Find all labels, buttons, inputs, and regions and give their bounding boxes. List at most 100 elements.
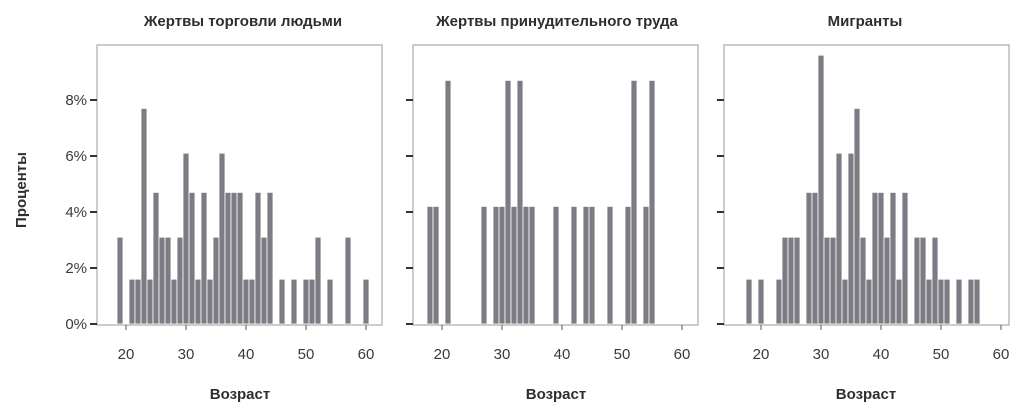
histogram-bar [648,80,656,325]
x-tick-group: 20 30 40 50 60 [434,325,690,363]
histogram-bar [528,205,536,325]
histogram-bar [152,191,160,325]
histogram-bar [230,191,238,325]
histogram-bar [931,236,939,325]
x-tick-group: 20 30 40 50 60 [118,325,375,363]
histogram-bar [624,205,632,325]
histogram-bar [871,191,879,325]
histogram-bar [775,278,783,325]
histogram-bar [426,205,434,325]
plot-frame [412,44,699,326]
x-tick-label: 20 [753,346,770,363]
x-tick-label: 30 [813,346,830,363]
histogram-bar [308,278,316,325]
histogram-bar [344,236,352,325]
histogram-bar [224,191,232,325]
histogram-bar [630,80,638,325]
histogram-bar [236,191,244,325]
x-tick-label: 60 [993,346,1010,363]
histogram-bar [847,152,855,325]
y-tick-label: 4% [65,204,87,221]
histogram-bar [164,236,172,325]
histogram-bar [642,205,650,325]
x-tick-label: 40 [554,346,571,363]
histogram-bar [552,205,560,325]
x-tick-label: 30 [178,346,195,363]
histogram-bar [973,278,981,325]
x-tick-label: 50 [614,346,631,363]
x-axis-title: Возраст [526,386,586,403]
histogram-bar [745,278,753,325]
panel-title: Жертвы торговли людьми [143,13,342,30]
histogram-bar [570,205,578,325]
histogram-bar [218,152,226,325]
panel-title: Мигранты [828,13,903,30]
histogram-bar [522,205,530,325]
histogram-bar [504,80,512,325]
histogram-bar [967,278,975,325]
histogram-bar [781,236,789,325]
histogram-bar [128,278,136,325]
panel-migrants: Мигранты 20 30 40 50 60 Возраст [717,13,1010,403]
histogram-bar [492,205,500,325]
histogram-bar [805,191,813,325]
y-tick-label: 6% [65,148,87,165]
histogram-bar [883,236,891,325]
x-tick-label: 60 [358,346,375,363]
panel-trafficking-victims: Жертвы торговли людьми 0% 2% 4% 6% 8% 20 30 40… [65,13,383,403]
x-tick-label: 20 [434,346,451,363]
x-axis-title: Возраст [836,386,896,403]
histogram-bar [116,236,124,325]
histogram-bar [480,205,488,325]
histogram-bar [290,278,298,325]
histogram-bar [516,80,524,325]
x-tick-label: 50 [298,346,315,363]
histogram-bar [134,278,142,325]
histogram-bar [895,278,903,325]
histogram-bar [176,236,184,325]
histogram-bar [889,191,897,325]
histogram-bar [955,278,963,325]
histogram-bar [588,205,596,325]
histogram-bar [146,278,154,325]
histogram-bar [212,236,220,325]
histogram-bar [194,278,202,325]
y-axis-title: Проценты [13,152,30,228]
histogram-bar [811,191,819,325]
histogram-bar [606,205,614,325]
bar-group [426,80,656,325]
histogram-bar [362,278,370,325]
histogram-bar [757,278,765,325]
x-tick-group: 20 30 40 50 60 [753,325,1010,363]
panel-title: Жертвы принудительного труда [435,13,678,30]
x-axis-title: Возраст [210,386,270,403]
histogram-bar [793,236,801,325]
x-tick-label: 40 [873,346,890,363]
bar-group [116,108,370,325]
y-tick-label: 8% [65,92,87,109]
histogram-bar [829,236,837,325]
histogram-bar [248,278,256,325]
histogram-bar [853,108,861,325]
histogram-bar [937,278,945,325]
histogram-bar [913,236,921,325]
x-tick-label: 40 [238,346,255,363]
y-tick-label: 2% [65,260,87,277]
x-tick-label: 30 [494,346,511,363]
y-tick-group: 0% 2% 4% 6% 8% [65,92,97,333]
histogram-bar [314,236,322,325]
histogram-bar [432,205,440,325]
plot-frame [723,44,1010,326]
histogram-bar [901,191,909,325]
histogram-bar [242,278,250,325]
histogram-bar [817,54,825,325]
histogram-bar [510,205,518,325]
histogram-bar [444,80,452,325]
histogram-bar [200,191,208,325]
histogram-bar [919,236,927,325]
histogram-bar [188,191,196,325]
panel-forced-labour-victims: Жертвы принудительного труда 20 30 40 50 60 … [406,13,699,403]
y-tick-group [717,99,724,325]
y-tick-label: 0% [65,316,87,333]
